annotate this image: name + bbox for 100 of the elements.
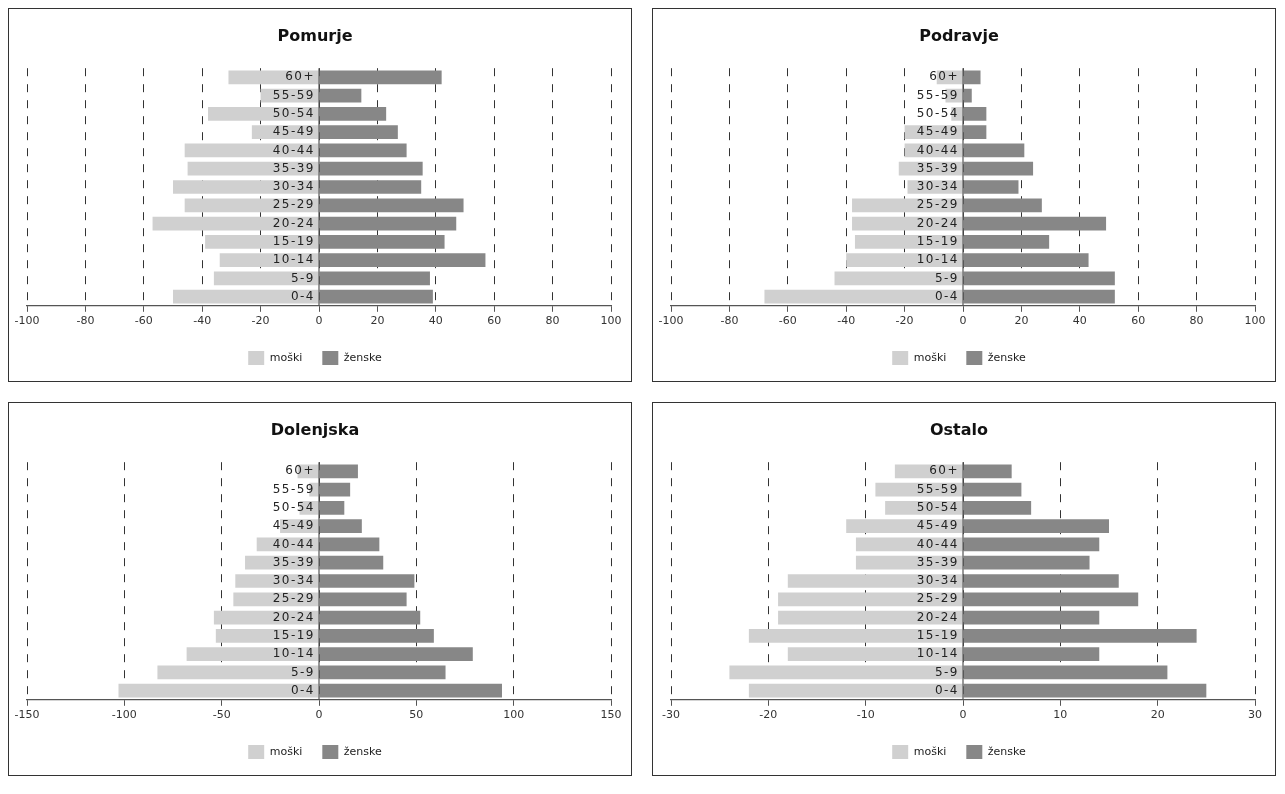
bar [187, 161, 319, 176]
bar [205, 234, 319, 249]
x-tick-label: 20 [370, 314, 385, 328]
y-tick-label: 55-59 [916, 481, 959, 496]
chart-title: Podravje [919, 25, 999, 45]
bar [118, 683, 319, 698]
y-tick-label: 35-39 [272, 160, 315, 175]
bar [319, 610, 421, 625]
bar [173, 289, 319, 304]
bar [173, 180, 319, 194]
x-tick-label: -30 [662, 708, 680, 722]
y-tick-label: 40-44 [916, 142, 959, 157]
y-tick-label: 45-49 [272, 124, 315, 139]
x-tick-label: -40 [837, 314, 856, 328]
y-tick-label: 45-49 [916, 124, 959, 139]
y-tick-label: 20-24 [272, 215, 315, 230]
bar [963, 519, 1109, 534]
bar [787, 574, 963, 588]
legend-label: ženske [987, 744, 1027, 758]
y-tick-label: 60+ [929, 69, 959, 84]
x-tick-label: -60 [134, 314, 153, 328]
bar [219, 253, 319, 267]
bar [963, 198, 1042, 213]
x-tick-label: -20 [895, 314, 914, 328]
y-tick-label: 40-44 [272, 536, 315, 551]
bar [963, 501, 1032, 515]
bar [852, 198, 963, 213]
x-tick-label: 40 [1072, 314, 1087, 328]
x-tick-label: 60 [1131, 314, 1146, 328]
bar [319, 574, 415, 588]
bar [963, 125, 987, 140]
bar [855, 555, 963, 570]
x-tick-label: 60 [487, 314, 502, 328]
bar [184, 198, 319, 213]
y-tick-label: 60+ [929, 463, 959, 478]
bar [319, 234, 445, 249]
legend-label: ženske [343, 350, 383, 364]
bar [963, 216, 1107, 231]
y-tick-label: 5-9 [934, 270, 959, 285]
y-tick-label: 35-39 [916, 554, 959, 569]
x-tick-label: -100 [14, 314, 40, 328]
x-tick-label: 0 [959, 708, 967, 722]
bar [319, 555, 384, 570]
bar [319, 70, 442, 85]
bar [963, 271, 1115, 286]
x-tick-label: 10 [1053, 708, 1068, 722]
y-tick-label: 5-9 [934, 664, 959, 679]
bar [963, 592, 1139, 607]
bar [729, 665, 963, 680]
x-tick-label: 100 [600, 314, 622, 328]
y-tick-label: 0-4 [290, 682, 315, 697]
y-tick-label: 50-54 [272, 500, 315, 515]
bar [748, 628, 963, 643]
y-tick-label: 5-9 [290, 664, 315, 679]
chart-title: Dolenjska [270, 419, 360, 439]
y-tick-label: 10-14 [272, 252, 315, 267]
y-tick-label: 55-59 [272, 87, 315, 102]
bar [215, 628, 319, 643]
y-tick-label: 55-59 [916, 87, 959, 102]
bar [963, 665, 1168, 680]
y-tick-label: 45-49 [916, 518, 959, 533]
legend-label: ženske [343, 744, 383, 758]
y-tick-label: 35-39 [272, 554, 315, 569]
bar [319, 271, 430, 286]
y-tick-label: 25-29 [272, 591, 315, 606]
bar [963, 628, 1197, 643]
bar [319, 683, 502, 698]
y-tick-label: 0-4 [290, 288, 315, 303]
bar [854, 234, 963, 249]
legend-label: ženske [987, 350, 1027, 364]
bar [963, 683, 1207, 698]
x-tick-label: -100 [658, 314, 684, 328]
x-tick-label: 0 [315, 314, 323, 328]
chart-title: Ostalo [929, 419, 989, 439]
x-tick-label: -60 [778, 314, 797, 328]
legend-label: moški [269, 350, 303, 364]
y-tick-label: 30-34 [272, 179, 315, 194]
bar [963, 537, 1100, 552]
y-tick-label: 15-19 [272, 233, 315, 248]
x-tick-label: 0 [315, 708, 323, 722]
x-tick-label: 40 [428, 314, 443, 328]
bar [186, 647, 319, 661]
bar [208, 107, 319, 121]
bar [319, 592, 407, 607]
legend-label: moški [913, 744, 947, 758]
x-tick-label: 80 [545, 314, 560, 328]
bar [963, 234, 1050, 249]
x-tick-label: -40 [193, 314, 212, 328]
bar [963, 555, 1090, 570]
bar [319, 180, 422, 194]
bar [846, 253, 963, 267]
bar [963, 253, 1089, 267]
y-tick-label: 20-24 [272, 609, 315, 624]
x-tick-label: 30 [1248, 708, 1262, 722]
x-tick-label: 80 [1189, 314, 1204, 328]
y-tick-label: 10-14 [916, 252, 959, 267]
y-tick-label: 10-14 [916, 646, 959, 661]
bar [319, 519, 362, 534]
bar [963, 107, 987, 121]
y-tick-label: 0-4 [934, 288, 959, 303]
